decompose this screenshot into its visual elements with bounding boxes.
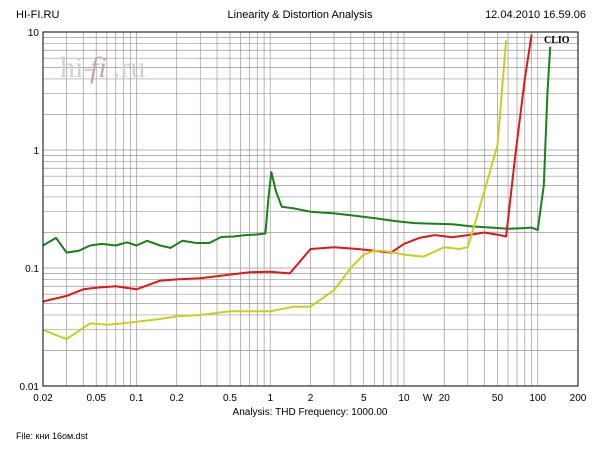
x-tick-label: 50 (492, 393, 504, 404)
series-line-2 (42, 34, 533, 303)
x-tick-label: 100 (529, 393, 546, 404)
watermark-left: hi- (60, 51, 93, 84)
file-name: File: кни 16ом.dst (16, 431, 88, 441)
header-app-name: HI-FI.RU (16, 9, 60, 21)
header-title: Linearity & Distortion Analysis (227, 9, 373, 21)
watermark-right: .ru (113, 51, 146, 84)
watermark-middle: fi (90, 51, 107, 84)
chart-series (42, 34, 552, 340)
watermark: hi- fi .ru (60, 51, 146, 84)
x-tick-label: 0.1 (130, 393, 144, 404)
series-line-1 (42, 46, 552, 254)
y-tick-label: 1 (33, 146, 39, 157)
x-unit-label: W (423, 393, 433, 404)
clio-logo: CLIO (544, 35, 570, 46)
y-tick-label: 10 (28, 28, 40, 39)
x-tick-label: 5 (361, 393, 367, 404)
x-tick-label: 1 (267, 393, 273, 404)
plot-frame (42, 31, 579, 387)
x-tick-label: 0.05 (86, 393, 106, 404)
x-tick-label: 0.2 (170, 393, 184, 404)
series-line-3 (42, 40, 508, 340)
x-axis-ticks: 0.02 0.05 0.1 0.2 0.5 1 2 5 10 20 50 100 200 W (33, 393, 587, 404)
y-axis-ticks: 0.01 0.1 1 10 (20, 28, 40, 393)
analysis-info: Analysis: THD Frequency: 1000.00 (232, 407, 388, 418)
chart-grid (42, 31, 579, 387)
x-tick-label: 0.02 (33, 393, 53, 404)
x-tick-label: 200 (570, 393, 587, 404)
y-tick-label: 0.01 (20, 382, 40, 393)
y-tick-label: 0.1 (25, 264, 39, 275)
x-tick-label: 0.5 (223, 393, 237, 404)
x-tick-label: 10 (398, 393, 410, 404)
header-timestamp: 12.04.2010 16.59.06 (485, 9, 586, 21)
x-tick-label: 2 (308, 393, 314, 404)
x-tick-label: 20 (439, 393, 451, 404)
